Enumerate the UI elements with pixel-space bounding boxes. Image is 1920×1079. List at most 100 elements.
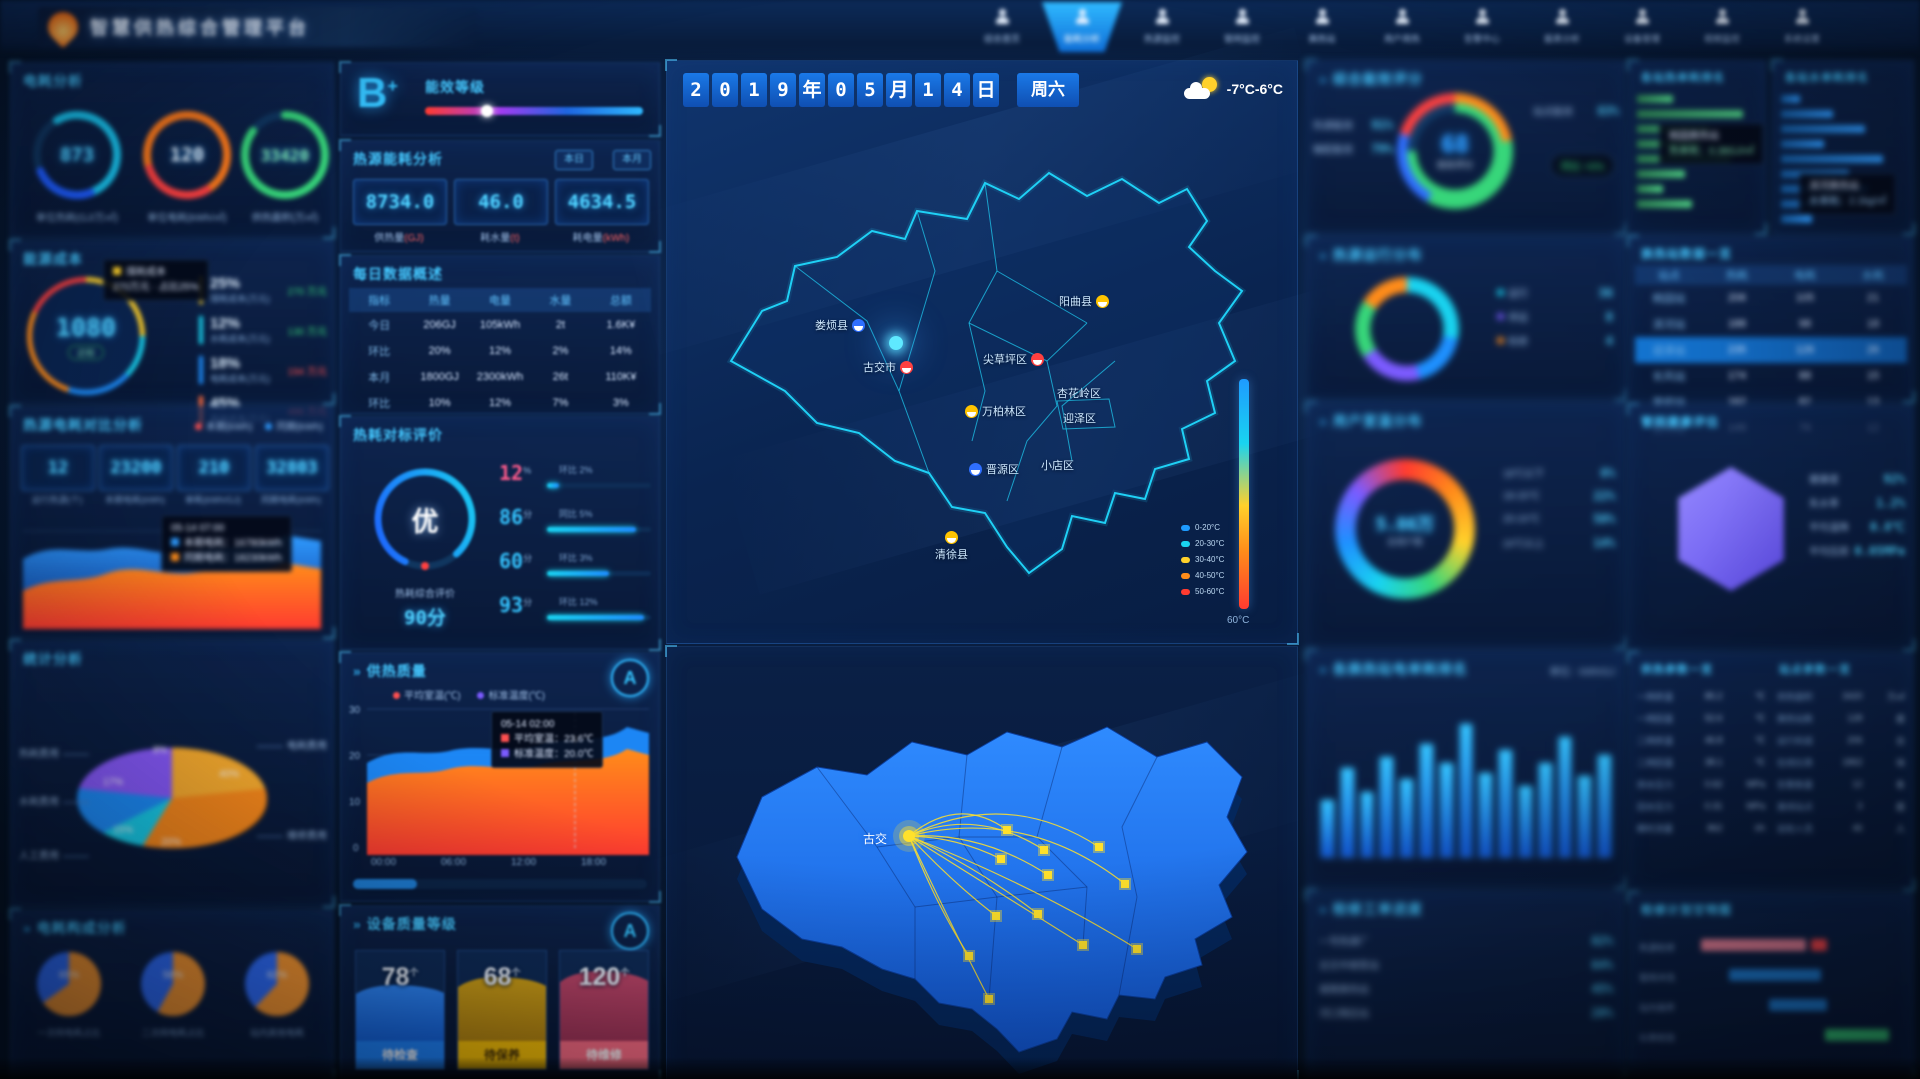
hbar	[1637, 185, 1664, 193]
table-cell: ℃	[1754, 734, 1766, 745]
nav-item-7[interactable]: 报表分析	[1522, 2, 1602, 52]
table-cell: 235	[1727, 344, 1747, 356]
table-cell: 在线仪表	[1777, 757, 1814, 768]
nav-item-8[interactable]: 设备管理	[1602, 2, 1682, 52]
quality-tooltip: 05-14 02:00 平均室温：23.6℃ 标准温度：20.0℃	[491, 711, 604, 768]
table-header: 站点 热耗 电耗 水耗	[1635, 265, 1907, 285]
chart-scrollbar	[353, 879, 647, 889]
chart-unit-label: 单位：kWh/GJ	[1549, 667, 1615, 678]
pie-slice-label: 8%	[153, 745, 168, 756]
table-cell: 座	[1896, 801, 1906, 812]
nav-item-2[interactable]: 热源监控	[1122, 2, 1202, 52]
weather-status-icon	[900, 360, 913, 374]
table-cell: 206	[1727, 292, 1747, 304]
panel-station-table: 换热站数据一览 站点 热耗 电耗 水耗 桃园站 206 105 21 滨河站 188 98 18 迎泽…	[1627, 235, 1915, 435]
bar	[1479, 772, 1493, 857]
legend-label: 0-20°C	[1195, 523, 1220, 532]
table-row: 供热面积 3420 万㎡	[1777, 685, 1905, 707]
quality-legend[interactable]: 平均室温(℃) 标准温度(℃)	[393, 687, 545, 702]
map-marker-晋源区[interactable]: 晋源区	[969, 461, 1019, 477]
map-marker-阳曲县[interactable]: 阳曲县	[1059, 293, 1109, 309]
map-marker-小店区[interactable]: 小店区	[1041, 457, 1074, 473]
table-cell: 告警数量	[1777, 779, 1814, 790]
nav-item-5[interactable]: 用户用热	[1362, 2, 1442, 52]
map-marker-迎泽区[interactable]: 迎泽区	[1063, 410, 1096, 426]
table-cell: 3420	[1842, 691, 1863, 701]
x-tick: 12:00	[511, 857, 537, 868]
map-marker-娄烦县[interactable]: 娄烦县	[815, 317, 865, 333]
chart-scrollbar-thumb[interactable]	[353, 879, 417, 889]
map-marker-清徐县[interactable]: 清徐县	[935, 531, 968, 562]
table-cell: 52.6	[1704, 713, 1723, 723]
stat-pie-3d	[77, 747, 267, 849]
table-cell: 人	[1896, 823, 1906, 834]
nav-item-4[interactable]: 换热站	[1282, 2, 1362, 52]
marker-label: 万柏林区	[982, 406, 1026, 418]
nav-item-3[interactable]: 管网监控	[1202, 2, 1282, 52]
panel-title: 每日数据概述	[353, 266, 443, 282]
score-center: 68 综合评分	[1436, 131, 1473, 170]
range-button-day[interactable]: 本日	[555, 150, 593, 170]
nav-item-label: 热源监控	[1143, 34, 1180, 44]
gauge-ring-3: 33420	[237, 107, 333, 203]
table-cell: 46	[1852, 823, 1863, 833]
hbar	[1637, 170, 1685, 178]
map-marker-万柏林区[interactable]: 万柏林区	[965, 403, 1026, 419]
map-marker-杏花岭区[interactable]: 杏花岭区	[1057, 385, 1101, 401]
marker-label: 晋源区	[986, 464, 1019, 476]
panel-power-breakdown: » 电耗构成分析 65% 一次网电耗占比 58% 二次网电耗占比 62% 站内其他…	[9, 908, 335, 1079]
panel-energy-consumption: 热源能耗分析 本日 本月 8734.0 46.0 4634.5 供热量(GJ) …	[339, 139, 661, 253]
map-marker-古交市[interactable]: 古交市	[863, 359, 913, 375]
panel-title: 各站水单耗排名	[1785, 72, 1869, 84]
weather-status-icon	[1031, 352, 1044, 366]
x-tick: 00:00	[371, 857, 397, 868]
table-cell: 瞬时流量	[1637, 823, 1674, 834]
table-cell: 12%	[489, 345, 512, 357]
table-cell: 本月	[368, 372, 391, 384]
parameter-table-left: 一网供温 85.2 ℃ 一网回温 52.6 ℃ 二网供温 46.8 ℃ 二网回温 38.1 ℃ 供水压力…	[1637, 685, 1765, 839]
table-row: 迎泽站 235 126 26	[1635, 337, 1907, 363]
hbar	[1781, 215, 1812, 223]
nav-item-10[interactable]: 系统设置	[1762, 2, 1842, 52]
table-cell: 0.31	[1704, 801, 1723, 811]
table-cell: 二网回温	[1637, 757, 1674, 768]
table-cell: 105kWh	[479, 319, 521, 331]
nav-item-1[interactable]: 能耗分析	[1042, 2, 1122, 52]
pie-slice-label: 15%	[113, 825, 134, 836]
person-icon	[1315, 9, 1330, 24]
temperature-gradient-bar	[1239, 379, 1249, 609]
table-row: 今日 206GJ 105kWh 2t 1.6K¥	[349, 312, 651, 338]
gauge-label: 单位电耗(kWh/㎡)	[147, 213, 227, 224]
work-order-rows: 一号热源厂 82% 古交中继泵站 64% 城南换热站 45% 河口隔压站 28%	[1319, 933, 1613, 1021]
table-cell: 台	[1896, 735, 1906, 746]
legend-swatch	[1181, 572, 1190, 579]
panel-gantt: 检修计划甘特图 热源检修 管网冲洗 站内保养 仪表校验	[1627, 891, 1915, 1079]
table-cell: 21	[1866, 292, 1880, 304]
table-cell: 3%	[612, 397, 629, 409]
nav-item-0[interactable]: 综合首页	[962, 2, 1042, 52]
table-cell: 回水压力	[1637, 801, 1674, 812]
flame-logo-icon	[41, 5, 85, 49]
table-row: 桃园站 206 105 21	[1635, 285, 1907, 311]
person-icon	[995, 9, 1010, 24]
panel-title: 热耗对标评价	[353, 427, 443, 443]
map-marker-尖草坪区[interactable]: 尖草坪区	[983, 351, 1044, 367]
table-cell: 14%	[609, 345, 632, 357]
panel-title: 电耗分析	[23, 73, 83, 89]
compare-legend[interactable]: 本期(kWh) 同期(kWh)	[194, 418, 323, 433]
weather-status-icon	[945, 531, 958, 544]
cost-total: 1080	[55, 312, 117, 342]
person-icon	[1075, 9, 1090, 24]
parameter-table-right: 供热面积 3420 万㎡ 换热站数 128 座运行机组 206 台在线仪表 1862 块告警数量 1…	[1777, 685, 1905, 839]
table-cell: 2300kWh	[476, 371, 524, 383]
range-button-month[interactable]: 本月	[613, 150, 651, 170]
bar	[1321, 800, 1334, 857]
nav-item-9[interactable]: 视频监控	[1682, 2, 1762, 52]
nav-item-6[interactable]: 告警中心	[1442, 2, 1522, 52]
panel-title: 能源成本	[23, 251, 83, 267]
stat-label: 同期电耗(kWh)	[261, 495, 321, 505]
table-cell: ℃	[1754, 690, 1766, 701]
table-row: 本月 1800GJ 2300kWh 26t 110K¥	[349, 364, 651, 390]
panel-room-temp-dist: » 用户室温分布 5.86万 总用户数 18℃以下 6% 18-20℃ 22% 20-…	[1305, 401, 1627, 649]
temperature-max-label: 60°C	[1227, 615, 1250, 626]
